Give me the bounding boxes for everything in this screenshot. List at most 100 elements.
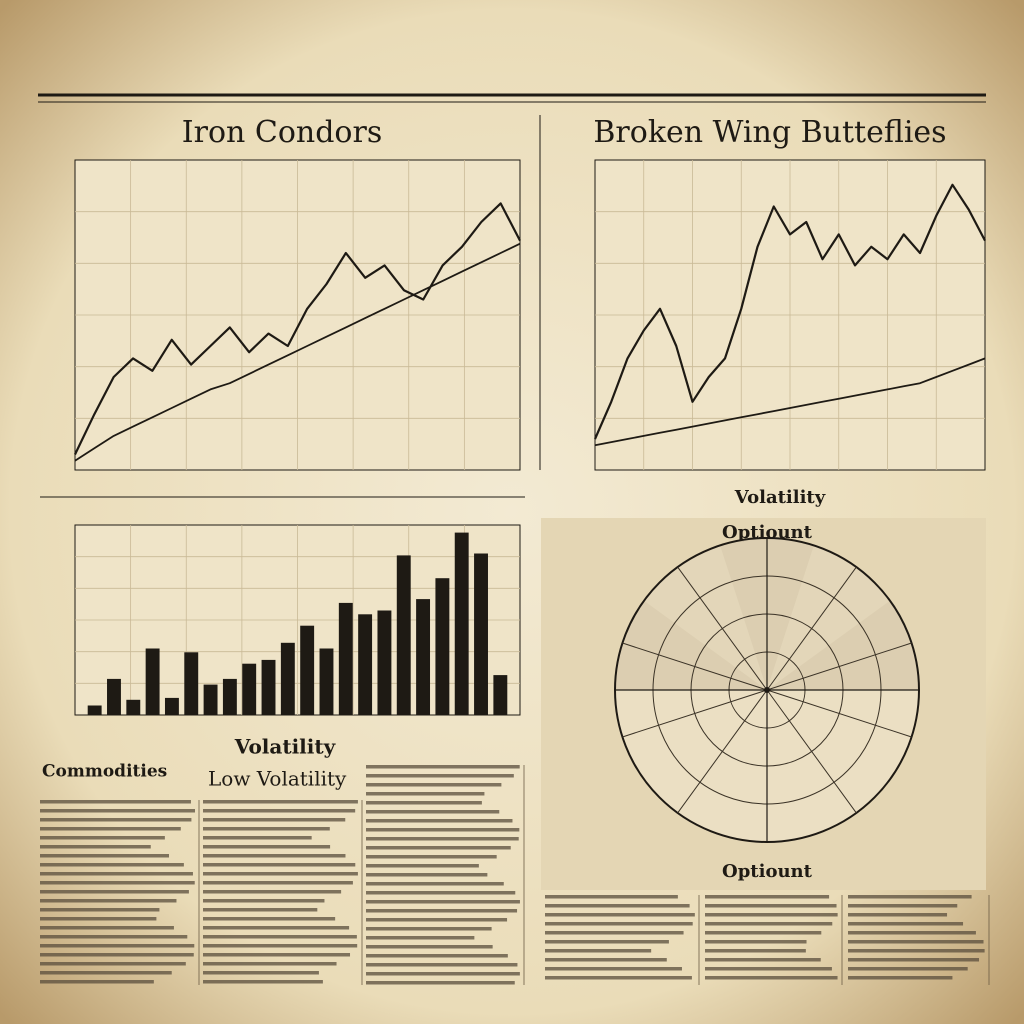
polar-spoke (677, 566, 768, 691)
text-line (705, 931, 822, 935)
text-line (366, 801, 482, 805)
text-line (366, 792, 485, 796)
text-line (203, 827, 330, 831)
polar-spoke (766, 689, 857, 814)
text-line (203, 800, 358, 804)
text-line (545, 976, 692, 980)
text-line (545, 922, 693, 926)
text-line (203, 899, 325, 903)
bar (300, 625, 315, 715)
text-line (203, 863, 356, 867)
polar-title: Optiount (722, 522, 813, 543)
text-line (40, 917, 157, 921)
text-line (40, 953, 194, 957)
polar-spoke (766, 642, 912, 691)
text-line (203, 935, 357, 939)
text-line (40, 836, 165, 840)
polar-center (764, 687, 770, 693)
text-line (848, 940, 984, 944)
text-line (848, 958, 980, 962)
text-line (366, 837, 519, 841)
text-line (705, 913, 838, 917)
text-line (203, 845, 331, 849)
bar (396, 555, 411, 715)
column-heading: Low Volatility (208, 767, 347, 791)
text-line (366, 972, 520, 976)
text-line (40, 809, 195, 813)
text-line (40, 944, 195, 948)
bar (87, 705, 102, 715)
text-line (366, 981, 515, 985)
text-line (203, 872, 358, 876)
text-line (203, 818, 346, 822)
line-series (74, 242, 521, 462)
line-series (74, 202, 521, 455)
bar (416, 599, 431, 715)
bar (107, 678, 121, 715)
bar (261, 659, 276, 715)
chart-title: Broken Wing Butteflies (593, 115, 946, 150)
polar-spoke (677, 689, 768, 814)
text-line (705, 904, 837, 908)
text-line (848, 913, 948, 917)
text-line (366, 828, 520, 832)
bar (377, 610, 392, 715)
text-line (40, 872, 193, 876)
bar (493, 675, 508, 715)
column-heading: Commodities (42, 762, 167, 782)
text-line (40, 818, 192, 822)
line-series (593, 183, 986, 440)
text-line (203, 908, 318, 912)
text-line (40, 935, 188, 939)
text-line (40, 863, 184, 867)
text-line (366, 855, 497, 859)
bar (454, 532, 469, 715)
text-line (705, 940, 807, 944)
text-line (366, 765, 520, 769)
text-line (545, 904, 690, 908)
text-line (545, 949, 652, 953)
text-line (848, 976, 953, 980)
text-line (366, 954, 508, 958)
text-line (40, 827, 181, 831)
text-line (40, 971, 172, 975)
text-line (366, 783, 502, 787)
text-line (366, 810, 500, 814)
bar (474, 553, 488, 715)
text-line (203, 854, 346, 858)
text-line (40, 854, 169, 858)
text-line (705, 949, 806, 953)
text-line (366, 864, 479, 868)
bar (222, 678, 237, 715)
text-line (366, 819, 513, 823)
text-line (40, 890, 189, 894)
bar (203, 684, 218, 715)
text-line (40, 962, 186, 966)
bar (126, 699, 141, 715)
text-line (366, 873, 488, 877)
text-line (545, 958, 667, 962)
polar-caption: Optiount (722, 861, 813, 882)
polar-spoke (766, 566, 857, 691)
text-line (40, 926, 174, 930)
text-line (40, 899, 177, 903)
text-line (366, 909, 518, 913)
text-line (40, 908, 160, 912)
text-line (705, 976, 838, 980)
text-line (366, 927, 492, 931)
text-line (366, 945, 493, 949)
bar (184, 652, 199, 715)
polar-spoke (622, 642, 768, 691)
text-line (203, 881, 353, 885)
text-line (203, 926, 350, 930)
text-line (705, 922, 833, 926)
text-line (848, 949, 985, 953)
text-line (366, 900, 520, 904)
text-line (366, 918, 508, 922)
text-line (203, 836, 312, 840)
bar (164, 697, 179, 715)
text-line (705, 967, 832, 971)
text-line (203, 890, 342, 894)
text-line (366, 882, 504, 886)
